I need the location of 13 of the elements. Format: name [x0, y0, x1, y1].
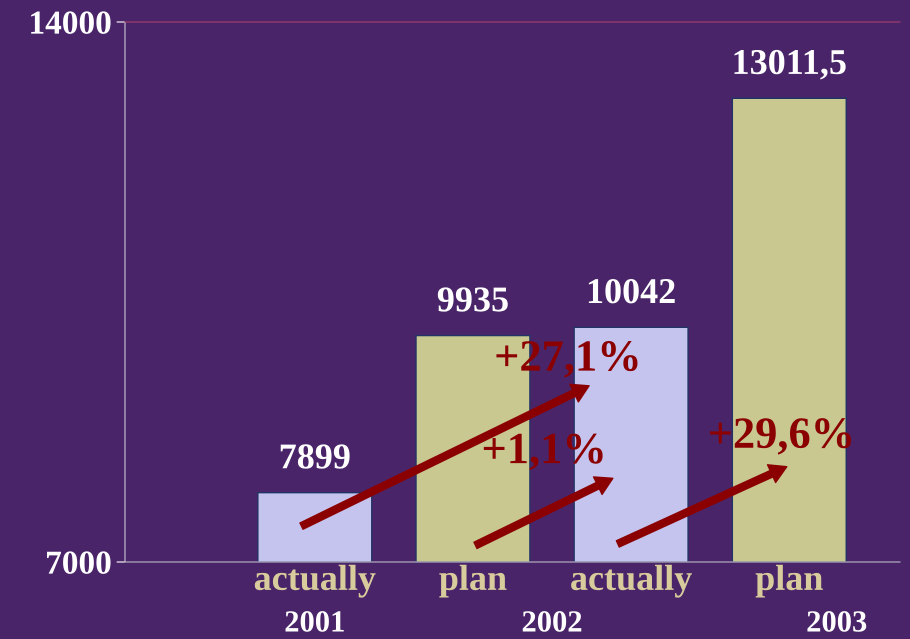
text: 2001 [286, 611, 344, 632]
data-label: 7899 [280, 444, 350, 469]
y-tick-label: 7000 [47, 551, 111, 574]
data-label: 13011,5 [734, 50, 846, 80]
x-tick-label: plan [756, 564, 823, 598]
text: 2003 [807, 611, 866, 632]
data-label: 9935 [438, 287, 508, 312]
x-tick-label: actually [571, 564, 692, 598]
text: 2002 [522, 611, 582, 632]
y-tick-label: 14000 [31, 11, 111, 34]
x-tick-label: plan [439, 564, 507, 598]
data-label: 10042 [588, 278, 675, 304]
x-tick-label: actually [254, 564, 376, 598]
